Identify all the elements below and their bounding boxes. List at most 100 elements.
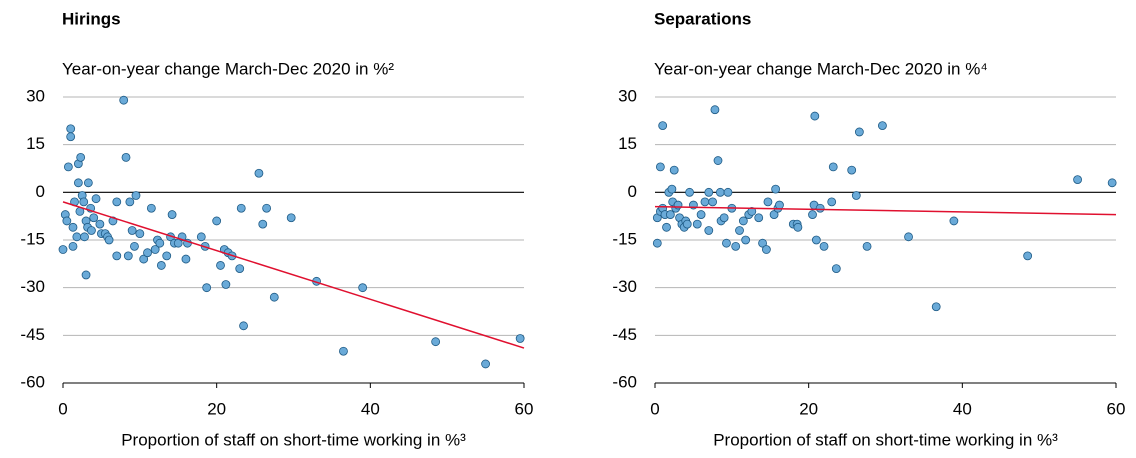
y-tick-label: -15 [612, 229, 637, 248]
point [91, 194, 101, 204]
point [79, 197, 89, 207]
point [258, 219, 268, 229]
point [819, 241, 829, 251]
point [95, 219, 105, 229]
subtitle: Year-on-year change March-Dec 2020 in %² [62, 59, 394, 78]
point [949, 216, 959, 226]
point [719, 213, 729, 223]
point [658, 121, 668, 130]
y-tick-label: -45 [20, 325, 45, 344]
chart-title: Separations [654, 9, 751, 28]
point [808, 210, 817, 219]
point [769, 210, 779, 219]
subtitle: Year-on-year change March-Dec 2020 in %⁴ [654, 59, 988, 78]
point [827, 197, 837, 207]
y-tick-label: -15 [20, 229, 45, 248]
point [700, 197, 710, 207]
point [878, 121, 887, 130]
point [66, 132, 76, 142]
point [904, 232, 913, 242]
point [831, 264, 841, 274]
point [704, 187, 714, 197]
point [931, 302, 941, 312]
point [696, 210, 706, 219]
x-axis-label: Proportion of staff on short-time workin… [713, 430, 1058, 449]
point [155, 238, 165, 248]
point [1023, 251, 1033, 261]
x-axis-label: Proportion of staff on short-time workin… [121, 430, 466, 449]
point [196, 232, 206, 242]
point [269, 292, 279, 302]
point [793, 222, 803, 232]
point [662, 222, 671, 232]
point [139, 254, 149, 264]
point [747, 206, 757, 216]
point [135, 229, 145, 239]
point [810, 111, 820, 121]
point [358, 283, 368, 293]
trend-line [654, 205, 1117, 216]
point [125, 197, 135, 207]
x-tick-label: 20 [207, 399, 226, 418]
point [775, 200, 784, 210]
point [1073, 175, 1082, 185]
point [652, 238, 662, 248]
point [80, 232, 89, 242]
point [202, 283, 212, 293]
point [481, 359, 490, 369]
y-tick-label: 0 [36, 182, 45, 201]
point [713, 156, 723, 165]
point [771, 184, 781, 194]
point [212, 216, 222, 226]
point [68, 241, 78, 251]
y-tick-label: -30 [20, 277, 45, 296]
point [710, 105, 720, 115]
point [81, 270, 91, 280]
y-tick-label: 0 [628, 182, 637, 201]
point [673, 200, 683, 210]
x-tick-label: 60 [515, 399, 534, 418]
point [665, 210, 675, 219]
point [104, 235, 114, 245]
point [515, 334, 525, 343]
y-tick-label: 15 [26, 134, 45, 153]
point [87, 226, 96, 235]
point [1107, 178, 1117, 188]
point [121, 152, 131, 162]
trend-line [62, 201, 525, 349]
point [72, 232, 82, 242]
point [127, 226, 137, 235]
point [63, 162, 73, 172]
point [669, 165, 679, 175]
point [162, 251, 172, 261]
y-tick-label: -45 [612, 325, 637, 344]
point [704, 226, 714, 235]
point [339, 346, 348, 356]
x-tick-label: 60 [1107, 399, 1126, 418]
point [239, 321, 248, 331]
point [130, 241, 139, 251]
point [754, 213, 764, 223]
point [815, 203, 825, 213]
point [762, 245, 771, 254]
point [89, 213, 99, 223]
point [847, 165, 857, 175]
point [221, 280, 231, 289]
point [146, 203, 156, 213]
point [66, 124, 76, 134]
point [685, 187, 694, 197]
point [715, 187, 725, 197]
point [723, 187, 733, 197]
point [236, 203, 246, 213]
point [431, 337, 441, 347]
y-tick-label: 30 [618, 86, 637, 105]
x-tick-label: 0 [650, 399, 659, 418]
x-tick-label: 40 [953, 399, 972, 418]
point [731, 241, 741, 251]
point [262, 203, 272, 213]
y-tick-label: 15 [618, 134, 637, 153]
point [667, 184, 677, 194]
point [254, 168, 264, 178]
point [851, 191, 861, 200]
